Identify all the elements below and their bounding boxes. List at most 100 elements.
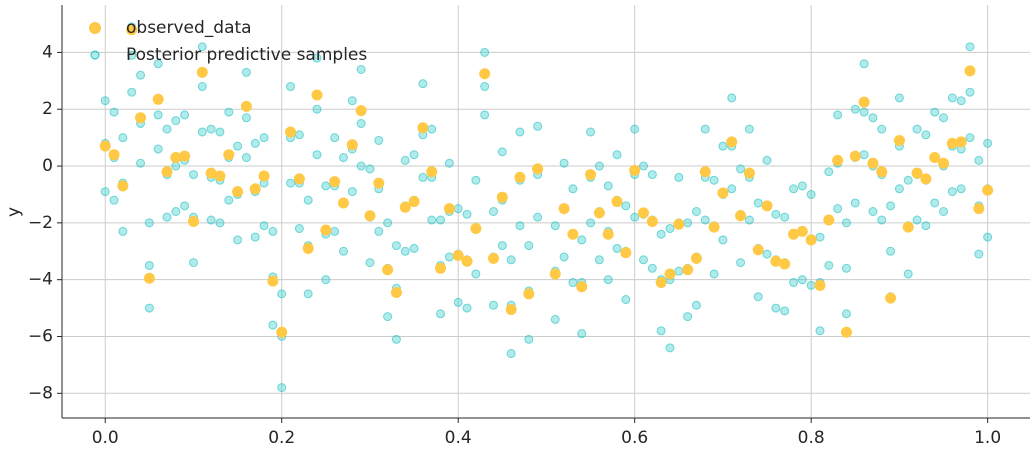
posterior-sample: [806, 189, 816, 199]
posterior-sample: [647, 170, 657, 180]
observed-point: [699, 166, 711, 178]
posterior-sample: [312, 150, 322, 160]
posterior-sample: [736, 164, 746, 174]
posterior-sample: [338, 153, 348, 163]
posterior-sample: [303, 195, 313, 205]
posterior-sample: [965, 133, 975, 143]
posterior-sample: [656, 229, 666, 239]
observed-point: [549, 268, 561, 280]
x-tick-label: 0.8: [798, 428, 825, 448]
posterior-sample: [806, 280, 816, 290]
posterior-sample: [365, 164, 375, 174]
posterior-sample: [956, 96, 966, 106]
posterior-sample: [471, 269, 481, 279]
posterior-sample: [462, 303, 472, 313]
posterior-sample: [286, 82, 296, 92]
posterior-sample: [815, 232, 825, 242]
observed-point: [611, 196, 623, 208]
posterior-sample: [947, 93, 957, 103]
posterior-sample: [480, 82, 490, 92]
observed-point: [814, 279, 826, 291]
observed-point: [487, 252, 499, 264]
posterior-sample: [983, 138, 993, 148]
posterior-sample: [939, 207, 949, 216]
posterior-sample: [162, 124, 172, 134]
observed-point: [435, 262, 447, 274]
observed-point: [832, 154, 844, 166]
posterior-sample: [974, 249, 984, 259]
posterior-sample: [215, 127, 225, 137]
observed-point: [779, 258, 791, 270]
posterior-sample: [753, 198, 763, 208]
observed-point: [223, 149, 235, 161]
posterior-sample: [824, 260, 834, 270]
posterior-sample: [136, 158, 146, 168]
posterior-sample: [144, 218, 154, 228]
posterior-sample: [241, 153, 251, 163]
posterior-sample: [533, 121, 543, 131]
observed-point: [629, 164, 641, 176]
posterior-sample: [524, 334, 534, 344]
posterior-sample: [912, 124, 922, 134]
posterior-sample: [700, 124, 710, 134]
observed-point: [276, 326, 288, 338]
posterior-sample: [533, 212, 543, 222]
observed-point: [532, 163, 544, 175]
posterior-sample: [762, 249, 772, 259]
observed-point: [655, 277, 667, 289]
posterior-sample: [647, 263, 657, 273]
posterior-sample: [127, 87, 137, 97]
posterior-sample: [630, 212, 640, 222]
posterior-sample: [718, 141, 728, 151]
observed-point: [337, 197, 349, 209]
posterior-sample: [833, 204, 843, 214]
posterior-sample: [418, 79, 428, 89]
posterior-sample: [550, 221, 560, 231]
x-tick-label: 0.2: [268, 428, 295, 448]
observed-point: [232, 186, 244, 198]
observed-point: [426, 166, 438, 178]
posterior-sample: [118, 133, 128, 143]
observed-point: [840, 326, 852, 338]
observed-point: [249, 183, 261, 195]
posterior-sample: [374, 226, 384, 236]
grid: [62, 5, 1030, 418]
posterior-sample: [453, 204, 463, 214]
posterior-sample: [877, 124, 887, 134]
posterior-sample: [241, 67, 251, 77]
observed-point: [885, 292, 897, 304]
observed-point: [911, 167, 923, 179]
legend-marker: [90, 50, 100, 60]
y-tick-label: −6: [28, 326, 53, 346]
legend-label: observed_data: [126, 18, 252, 38]
posterior-sample: [921, 130, 931, 140]
observed-point: [717, 187, 729, 199]
observed-point: [973, 203, 985, 215]
posterior-sample: [153, 110, 163, 120]
observed-point: [708, 221, 720, 233]
observed-point: [946, 137, 958, 149]
posterior-sample: [391, 241, 401, 251]
observed-point: [170, 152, 182, 164]
posterior-sample: [568, 184, 578, 194]
y-tick-label: 2: [42, 99, 53, 119]
y-tick-label: 4: [42, 42, 53, 62]
y-tick-label: −8: [28, 383, 53, 403]
posterior-sample: [153, 59, 163, 69]
posterior-sample: [365, 258, 375, 268]
posterior-sample: [859, 107, 869, 117]
posterior-sample: [709, 175, 719, 185]
posterior-sample: [506, 255, 516, 265]
observed-point: [796, 225, 808, 237]
observed-point: [849, 150, 861, 162]
posterior-sample: [480, 110, 490, 120]
posterior-sample: [118, 226, 128, 236]
posterior-sample: [850, 104, 860, 114]
posterior-sample: [841, 309, 851, 319]
posterior-sample: [877, 215, 887, 225]
posterior-sample: [727, 93, 737, 103]
observed-point: [893, 134, 905, 146]
posterior-sample: [912, 215, 922, 225]
posterior-sample: [868, 207, 878, 216]
posterior-sample: [947, 187, 957, 197]
